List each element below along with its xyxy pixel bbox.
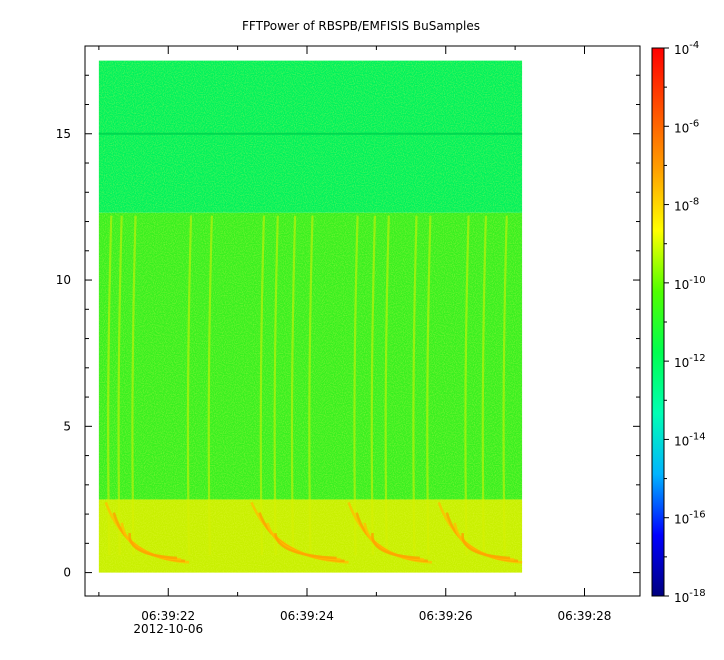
x-tick-label: 06:39:28 (558, 609, 612, 623)
chorus-burst-arc (371, 532, 420, 560)
colorbar-tick-label: 10-6 (674, 118, 699, 135)
y-tick-label: 5 (63, 419, 71, 433)
chorus-streak (384, 215, 390, 556)
chorus-burst-arc (274, 532, 337, 560)
chorus-streak (353, 215, 359, 556)
colorbar-tick-label: 10-14 (674, 431, 706, 448)
colorbar-tick-label: 10-18 (674, 588, 706, 605)
chorus-streak (464, 215, 470, 556)
colorbar-tick-label: 10-12 (674, 353, 706, 370)
x-tick-label: 06:39:26 (419, 609, 473, 623)
colorbar-gradient (651, 47, 665, 597)
chorus-streak (117, 215, 123, 556)
chorus-streak (259, 215, 266, 556)
chorus-streak (131, 215, 137, 556)
chorus-streak (186, 215, 193, 556)
y-axis: 0 5 10 15 (56, 74, 640, 580)
y-tick-label: 0 (63, 566, 71, 580)
colorbar-tick-label: 10-10 (674, 275, 706, 292)
chorus-streak (207, 215, 213, 556)
chorus-streak (502, 215, 508, 556)
plot-area (84, 45, 641, 597)
chorus-streak (481, 215, 488, 556)
chorus-streak (426, 215, 432, 556)
colorbar-tick-label: 10-8 (674, 197, 699, 214)
chart-title: FFTPower of RBSPB/EMFISIS BuSamples (242, 19, 480, 33)
chorus-streak (290, 215, 297, 556)
x-date-label: 2012-10-06 (133, 622, 203, 636)
x-tick-label: 06:39:22 (141, 609, 195, 623)
chorus-burst-arc (461, 532, 511, 560)
x-tick-label: 06:39:24 (280, 609, 334, 623)
chorus-burst-arc (128, 532, 178, 560)
plot-border (84, 45, 641, 597)
chorus-streak (308, 215, 314, 556)
chorus-streak (273, 215, 279, 556)
y-tick-label: 10 (56, 273, 71, 287)
chorus-streak (107, 215, 113, 556)
colorbar: 10-4 10-6 10-8 10-10 10-12 10-14 10-16 10-18 (651, 40, 706, 605)
y-tick-label: 15 (56, 127, 71, 141)
chorus-streak (412, 215, 418, 556)
chorus-streak (370, 215, 377, 556)
colorbar-tick-label: 10-16 (674, 510, 706, 527)
colorbar-tick-label: 10-4 (674, 40, 699, 57)
x-axis: 06:39:22 06:39:24 06:39:26 06:39:28 2012-10-… (98, 46, 612, 636)
